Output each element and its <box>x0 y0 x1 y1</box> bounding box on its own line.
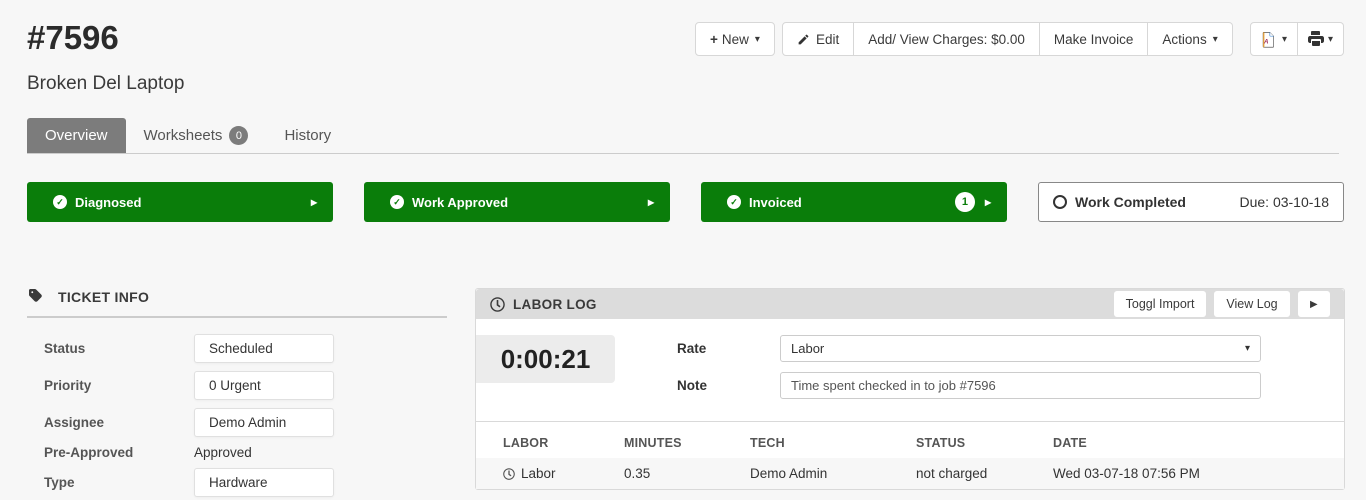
svg-text:A: A <box>1263 38 1269 45</box>
